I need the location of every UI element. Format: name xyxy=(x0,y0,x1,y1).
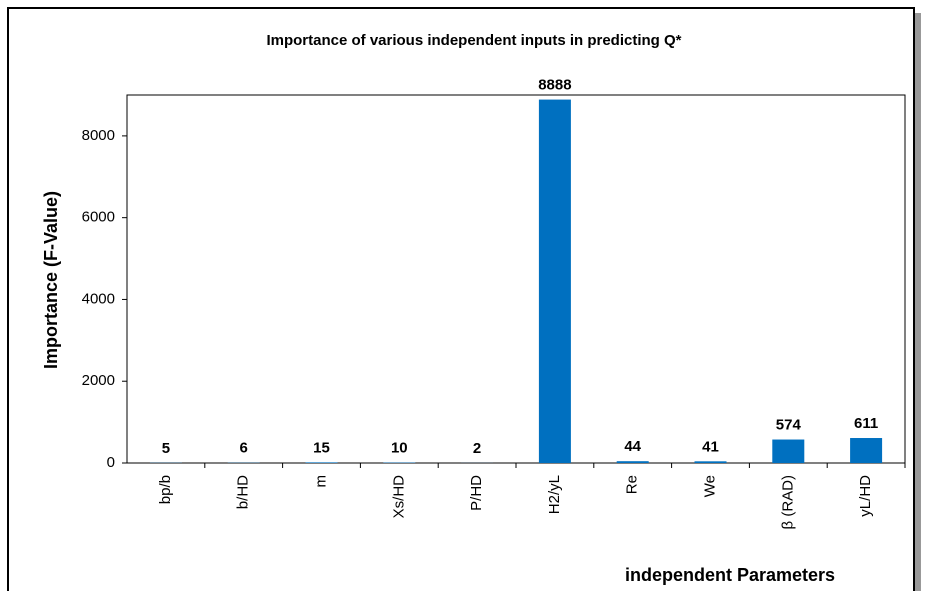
data-label: 41 xyxy=(702,438,719,455)
data-label: 44 xyxy=(624,438,641,455)
data-label: 611 xyxy=(854,415,878,432)
chart-title: Importance of various independent inputs… xyxy=(266,32,681,49)
x-tick-label: Xs/HD xyxy=(390,475,407,519)
data-label: 15 xyxy=(313,439,330,456)
x-tick-label: H2/yL xyxy=(546,475,563,514)
x-tick-label: yL/HD xyxy=(857,475,874,517)
bar xyxy=(616,461,649,463)
bar xyxy=(305,462,338,463)
frame xyxy=(7,7,915,591)
x-tick-label: P/HD xyxy=(468,475,485,511)
y-axis-title: Importance (F-Value) xyxy=(41,191,61,369)
y-tick-label: 6000 xyxy=(82,209,115,226)
x-tick-label: m xyxy=(312,475,329,488)
y-tick-label: 0 xyxy=(107,454,115,471)
x-tick-label: b/HD xyxy=(235,475,252,509)
y-tick-label: 2000 xyxy=(82,372,115,389)
y-tick-label: 4000 xyxy=(82,290,115,307)
bar xyxy=(694,461,727,463)
x-tick-label: bp/b xyxy=(157,475,174,504)
data-label: 574 xyxy=(776,416,802,433)
data-label: 10 xyxy=(391,440,408,457)
x-axis-title: independent Parameters xyxy=(625,565,835,585)
bar xyxy=(538,99,571,463)
bar xyxy=(850,438,883,463)
data-label: 6 xyxy=(240,440,248,457)
bar xyxy=(772,439,805,463)
x-tick-label: β (RAD) xyxy=(779,475,796,529)
x-tick-label: Re xyxy=(624,475,641,494)
data-label: 5 xyxy=(162,440,170,457)
data-label: 8888 xyxy=(538,77,571,94)
y-tick-label: 8000 xyxy=(82,127,115,144)
data-label: 2 xyxy=(473,440,481,457)
x-tick-label: We xyxy=(701,475,718,497)
